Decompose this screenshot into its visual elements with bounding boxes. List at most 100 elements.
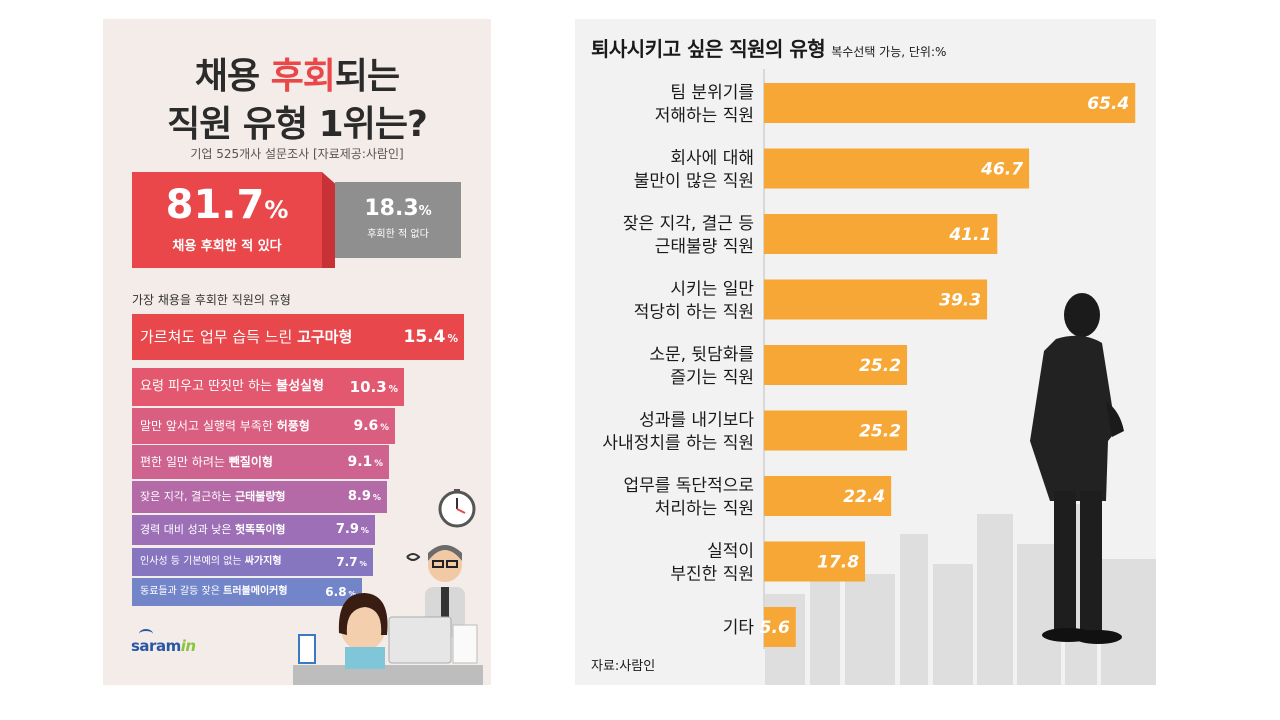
regret-type-value-number: 10.3	[349, 378, 387, 396]
regret-type-value-unit: %	[380, 423, 389, 433]
regret-type-bar: 동료들과 갈등 잦은 트러블메이커형 6.8%	[132, 578, 362, 606]
chart-bar-value: 25.2	[859, 422, 901, 442]
regret-type-value-unit: %	[447, 333, 458, 345]
regret-type-value: 7.9%	[336, 515, 369, 546]
stat-yes-value-wrap: 81.7%	[132, 182, 322, 233]
chart-title: 퇴사시키고 싶은 직원의 유형 복수선택 가능, 단위:%	[591, 33, 946, 62]
regret-type-value: 10.3%	[350, 368, 398, 409]
regret-type-bar: 편한 일만 하려는 뺀질이형 9.1%	[132, 445, 389, 479]
stat-regret-no: 18.3% 후회한 적 없다	[335, 182, 461, 258]
stat-yes-caption: 채용 후회한 적 있다	[172, 239, 282, 254]
chart-bar-value: 41.1	[948, 225, 991, 245]
regret-type-value-unit: %	[388, 384, 398, 395]
regret-type-label: 요령 피우고 딴짓만 하는 불성실형	[140, 368, 324, 406]
regret-type-value-unit: %	[360, 526, 369, 535]
stat-no-caption: 후회한 적 없다	[367, 229, 429, 240]
regret-type-label-bold: 헛똑똑이형	[234, 523, 286, 536]
regret-type-label-text: 요령 피우고 딴짓만 하는	[140, 379, 277, 394]
chart-source: 자료:사람인	[591, 659, 656, 674]
chart-bar	[764, 541, 866, 582]
regret-type-bar: 말만 앞서고 실행력 부족한 허풍형 9.6%	[132, 408, 395, 444]
regret-types-chart: 가르쳐도 업무 습득 느린 고구마형 15.4% 요령 피우고 딴짓만 하는 불성실…	[132, 314, 472, 606]
stat-yes-value: 81.7	[165, 182, 265, 228]
regret-type-value: 8.9%	[348, 481, 381, 514]
chart-note: 복수선택 가능, 단위:%	[831, 45, 947, 59]
regret-type-value: 9.6%	[353, 408, 389, 446]
chart-category-label: 처리하는 직원	[655, 499, 754, 519]
regret-type-value-number: 7.9	[335, 522, 359, 537]
chart-category-label: 성과를 내기보다	[639, 411, 754, 431]
regret-type-bar: 경력 대비 성과 낮은 헛똑똑이형 7.9%	[132, 515, 375, 545]
chart-category-label: 회사에 대해	[670, 149, 754, 169]
regret-type-label-text: 가르쳐도 업무 습득 느린	[140, 328, 298, 346]
chart-category-label: 시키는 일만	[670, 280, 754, 300]
regret-type-value-unit: %	[372, 493, 381, 502]
regret-type-bar: 인사성 등 기본예의 없는 싸가지형 7.7%	[132, 548, 373, 576]
stat-yes-unit: %	[264, 196, 289, 224]
regret-type-label-text: 동료들과 갈등 잦은	[140, 586, 224, 597]
regret-type-label-bold: 싸가지형	[244, 556, 282, 567]
logo-text-b: in	[180, 637, 196, 655]
regret-type-value-unit: %	[348, 589, 356, 598]
stat-no-value-wrap: 18.3%	[335, 196, 461, 221]
regret-type-value-number: 15.4	[403, 327, 446, 347]
regret-type-label-bold: 고구마형	[297, 328, 353, 346]
regret-type-label: 말만 앞서고 실행력 부족한 허풍형	[140, 408, 310, 444]
infographic-title: 채용 후회되는 직원 유형 1위는?	[103, 53, 491, 149]
regret-type-bar: 요령 피우고 딴짓만 하는 불성실형 10.3%	[132, 368, 404, 406]
chart-category-label: 근태불량 직원	[655, 237, 754, 257]
chart-bar	[764, 83, 1136, 123]
businessman-silhouette	[1030, 293, 1124, 644]
regret-type-value-number: 9.1	[347, 454, 373, 470]
regret-type-value-number: 8.9	[347, 489, 371, 504]
title-part-c: 되는	[334, 56, 400, 97]
chart-category-label: 사내정치를 하는 직원	[602, 434, 754, 454]
chart-bar-value: 17.8	[817, 553, 859, 573]
chart-bar	[764, 410, 908, 451]
chart-category-label: 팀 분위기를	[670, 83, 754, 103]
chart-bar	[764, 476, 892, 516]
regret-type-label-bold: 트러블메이커형	[223, 586, 288, 597]
chart-bar	[764, 148, 1030, 189]
chart-bar-value: 46.7	[980, 160, 1023, 180]
regret-type-label-bold: 허풍형	[276, 419, 310, 433]
chart-category-label: 잦은 지각, 결근 등	[623, 214, 754, 234]
regret-type-label: 가르쳐도 업무 습득 느린 고구마형	[140, 314, 352, 360]
regret-type-value-number: 6.8	[325, 585, 347, 599]
regret-type-bar: 가르쳐도 업무 습득 느린 고구마형 15.4%	[132, 314, 464, 360]
regret-type-label-text: 잦은 지각, 결근하는	[140, 490, 235, 503]
chart-bar	[764, 214, 998, 254]
regret-type-bar: 잦은 지각, 결근하는 근태불량형 8.9%	[132, 481, 387, 513]
chart-bar-value: 25.2	[859, 356, 901, 376]
regret-type-value: 7.7%	[336, 548, 367, 578]
regret-type-value-unit: %	[359, 559, 367, 568]
stat-no-unit: %	[418, 204, 432, 219]
chart-category-label: 즐기는 직원	[670, 368, 754, 388]
chart-title-text: 퇴사시키고 싶은 직원의 유형	[591, 37, 826, 61]
clock-icon	[438, 489, 476, 528]
regret-type-label-bold: 근태불량형	[234, 490, 286, 503]
chart-bar-value: 65.4	[1087, 94, 1129, 114]
regret-type-label: 편한 일만 하려는 뺀질이형	[140, 445, 273, 479]
stat-no-value: 18.3	[364, 196, 419, 221]
chart-bar	[764, 279, 988, 320]
chart-bar-value: 5.6	[760, 618, 790, 638]
worried-worker-illustration	[293, 593, 483, 685]
chart-bar-value: 39.3	[939, 291, 981, 311]
regret-type-label-text: 편한 일만 하려는	[140, 455, 229, 469]
left-infographic: 채용 후회되는 직원 유형 1위는? 기업 525개사 설문조사 [자료제공:사…	[103, 19, 491, 685]
regret-type-label: 인사성 등 기본예의 없는 싸가지형	[140, 548, 282, 576]
regret-type-label: 동료들과 갈등 잦은 트러블메이커형	[140, 578, 288, 606]
chart-category-label: 업무를 독단적으로	[623, 476, 754, 496]
regret-type-value: 15.4%	[403, 314, 458, 362]
chart-bar	[764, 607, 796, 647]
saramin-logo: saramin	[131, 629, 196, 655]
chart-category-label: 소문, 뒷담화를	[649, 345, 754, 365]
title-line2: 직원 유형 1위는?	[167, 104, 428, 145]
regret-type-value-number: 9.6	[353, 418, 379, 434]
list-heading: 가장 채용을 후회한 직원의 유형	[132, 293, 291, 307]
regret-type-value: 6.8%	[325, 578, 356, 608]
regret-type-value-unit: %	[374, 459, 383, 469]
regret-type-value-number: 7.7	[336, 555, 358, 569]
